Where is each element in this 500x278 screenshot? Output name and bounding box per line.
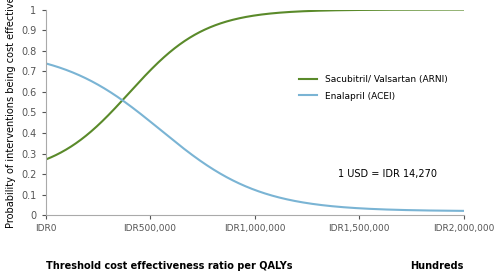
Text: Hundreds: Hundreds — [410, 261, 464, 270]
Enalapril (ACEI) — [461, 209, 467, 213]
Sacubitril/ Valsartan (ARNI) — [372, 8, 378, 11]
Sacubitril/ Valsartan (ARNI) — [246, 15, 252, 18]
Sacubitril/ Valsartan (ARNI) — [448, 8, 454, 11]
Sacubitril/ Valsartan (ARNI) — [461, 8, 467, 11]
Sacubitril/ Valsartan (ARNI) — [448, 8, 454, 11]
Sacubitril/ Valsartan (ARNI) — [235, 17, 241, 20]
Y-axis label: Probability of interventions being cost effective: Probability of interventions being cost … — [6, 0, 16, 228]
Text: 1 USD = IDR 14,270: 1 USD = IDR 14,270 — [338, 169, 438, 179]
Sacubitril/ Valsartan (ARNI) — [64, 147, 70, 151]
Enalapril (ACEI) — [448, 209, 454, 212]
Line: Enalapril (ACEI): Enalapril (ACEI) — [46, 63, 464, 211]
Enalapril (ACEI) — [246, 186, 252, 189]
Line: Sacubitril/ Valsartan (ARNI): Sacubitril/ Valsartan (ARNI) — [46, 9, 464, 160]
Legend: Sacubitril/ Valsartan (ARNI), Enalapril (ACEI): Sacubitril/ Valsartan (ARNI), Enalapril … — [296, 72, 451, 104]
Enalapril (ACEI) — [448, 209, 454, 212]
Sacubitril/ Valsartan (ARNI) — [42, 158, 48, 161]
Enalapril (ACEI) — [235, 181, 241, 185]
Text: Threshold cost effectiveness ratio per QALYs: Threshold cost effectiveness ratio per Q… — [46, 261, 292, 270]
Enalapril (ACEI) — [42, 62, 48, 65]
Enalapril (ACEI) — [64, 68, 70, 72]
Enalapril (ACEI) — [372, 207, 378, 211]
